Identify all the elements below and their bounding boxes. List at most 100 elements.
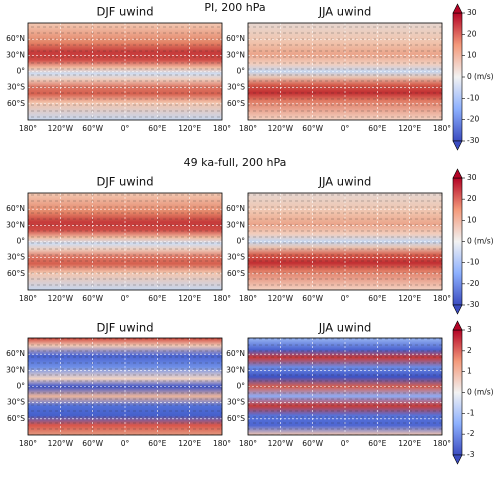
colorbar-extend bbox=[452, 168, 463, 179]
x-tick-label: 120°W bbox=[268, 124, 294, 133]
x-tick-label: 0° bbox=[341, 294, 350, 303]
y-tick-label: 60°N bbox=[6, 34, 25, 43]
y-tick-label: 30°N bbox=[6, 220, 25, 229]
x-tick-label: 180° bbox=[239, 294, 257, 303]
colorbar-tick-label: -2 bbox=[467, 429, 475, 438]
colorbar-extend bbox=[452, 304, 463, 315]
y-tick-label: 60°N bbox=[226, 204, 245, 213]
x-tick-label: 120°W bbox=[48, 439, 74, 448]
x-tick-label: 120°E bbox=[398, 124, 421, 133]
y-tick-label: 60°S bbox=[7, 269, 25, 278]
y-tick-label: 60°S bbox=[227, 414, 245, 423]
colorbar bbox=[452, 177, 463, 306]
y-tick-label: 0° bbox=[236, 67, 245, 76]
x-tick-label: 60°W bbox=[302, 124, 323, 133]
colorbar-label: (m/s) bbox=[474, 388, 494, 397]
x-tick-label: 180° bbox=[213, 439, 231, 448]
colorbar bbox=[452, 329, 463, 456]
colorbar-tick-label: 30 bbox=[467, 8, 477, 17]
x-tick-label: 120°W bbox=[48, 294, 74, 303]
colorbar-tick-label: 3 bbox=[467, 325, 472, 334]
y-tick-label: 60°S bbox=[7, 99, 25, 108]
x-tick-label: 180° bbox=[239, 124, 257, 133]
x-tick-label: 120°E bbox=[398, 439, 421, 448]
x-tick-label: 60°W bbox=[302, 294, 323, 303]
x-tick-label: 180° bbox=[433, 439, 451, 448]
y-tick-label: 30°S bbox=[7, 83, 25, 92]
y-tick-label: 30°N bbox=[226, 50, 245, 59]
x-tick-label: 0° bbox=[341, 124, 350, 133]
panel-title: DJF uwind bbox=[97, 175, 154, 189]
panel-title: JJA uwind bbox=[318, 5, 372, 19]
y-tick-label: 60°N bbox=[6, 204, 25, 213]
colorbar-tick-label: 20 bbox=[467, 194, 477, 203]
colorbar-tick-label: 0 bbox=[467, 388, 472, 397]
x-tick-label: 60°E bbox=[148, 124, 166, 133]
y-tick-label: 60°S bbox=[227, 269, 245, 278]
y-tick-label: 30°S bbox=[227, 253, 245, 262]
y-tick-label: 60°S bbox=[7, 414, 25, 423]
x-tick-label: 180° bbox=[239, 439, 257, 448]
y-tick-label: 30°N bbox=[6, 365, 25, 374]
x-tick-label: 120°W bbox=[268, 439, 294, 448]
map-frame bbox=[27, 22, 223, 121]
y-tick-label: 60°N bbox=[6, 349, 25, 358]
y-tick-label: 30°S bbox=[7, 398, 25, 407]
colorbar-label: (m/s) bbox=[474, 72, 494, 81]
panel-title: JJA uwind bbox=[318, 175, 372, 189]
x-tick-label: 0° bbox=[121, 439, 130, 448]
map-frame bbox=[247, 22, 443, 121]
colorbar-tick-label: -30 bbox=[467, 136, 479, 145]
colorbar-label: (m/s) bbox=[474, 237, 494, 246]
colorbar-tick-label: -3 bbox=[467, 450, 475, 459]
x-tick-label: 60°W bbox=[302, 439, 323, 448]
colorbar-extend bbox=[452, 140, 463, 151]
y-tick-label: 30°N bbox=[226, 220, 245, 229]
colorbar-tick-label: 0 bbox=[467, 72, 472, 81]
colorbar-tick-label: -20 bbox=[467, 115, 479, 124]
colorbar-tick-label: 10 bbox=[467, 215, 477, 224]
x-tick-label: 120°E bbox=[178, 124, 201, 133]
y-tick-label: 30°S bbox=[227, 83, 245, 92]
panel-title: JJA uwind bbox=[318, 321, 372, 335]
x-tick-label: 180° bbox=[19, 294, 37, 303]
x-tick-label: 120°E bbox=[398, 294, 421, 303]
x-tick-label: 60°W bbox=[82, 294, 103, 303]
row-title: 49 ka-full, 200 hPa bbox=[184, 156, 287, 169]
x-tick-label: 120°E bbox=[178, 294, 201, 303]
x-tick-label: 180° bbox=[433, 294, 451, 303]
map-frame bbox=[247, 192, 443, 291]
colorbar-tick-label: 30 bbox=[467, 173, 477, 182]
x-tick-label: 120°W bbox=[48, 124, 74, 133]
colorbar-extend bbox=[452, 3, 463, 14]
panel-title: DJF uwind bbox=[97, 5, 154, 19]
colorbar-extend bbox=[452, 454, 463, 465]
map-frame bbox=[27, 192, 223, 291]
colorbar-tick-label: 20 bbox=[467, 29, 477, 38]
x-tick-label: 0° bbox=[121, 124, 130, 133]
x-tick-label: 60°E bbox=[368, 439, 386, 448]
x-tick-label: 120°E bbox=[178, 439, 201, 448]
map-frame bbox=[247, 337, 443, 436]
x-tick-label: 60°E bbox=[148, 294, 166, 303]
y-tick-label: 30°S bbox=[227, 398, 245, 407]
x-tick-label: 60°W bbox=[82, 439, 103, 448]
colorbar-tick-label: -1 bbox=[467, 408, 475, 417]
y-tick-label: 0° bbox=[16, 382, 25, 391]
colorbar-tick-label: 10 bbox=[467, 51, 477, 60]
y-tick-label: 0° bbox=[16, 67, 25, 76]
x-tick-label: 180° bbox=[433, 124, 451, 133]
x-tick-label: 60°E bbox=[148, 439, 166, 448]
y-tick-label: 30°N bbox=[226, 365, 245, 374]
y-tick-label: 0° bbox=[236, 237, 245, 246]
row-title: PI, 200 hPa bbox=[204, 1, 265, 14]
map-frame bbox=[27, 337, 223, 436]
colorbar-extend bbox=[452, 320, 463, 331]
x-tick-label: 180° bbox=[19, 439, 37, 448]
colorbar-tick-label: -30 bbox=[467, 300, 479, 309]
y-tick-label: 0° bbox=[16, 237, 25, 246]
y-tick-label: 60°S bbox=[227, 99, 245, 108]
colorbar-tick-label: -10 bbox=[467, 93, 479, 102]
colorbar-tick-label: -20 bbox=[467, 279, 479, 288]
x-tick-label: 120°W bbox=[268, 294, 294, 303]
